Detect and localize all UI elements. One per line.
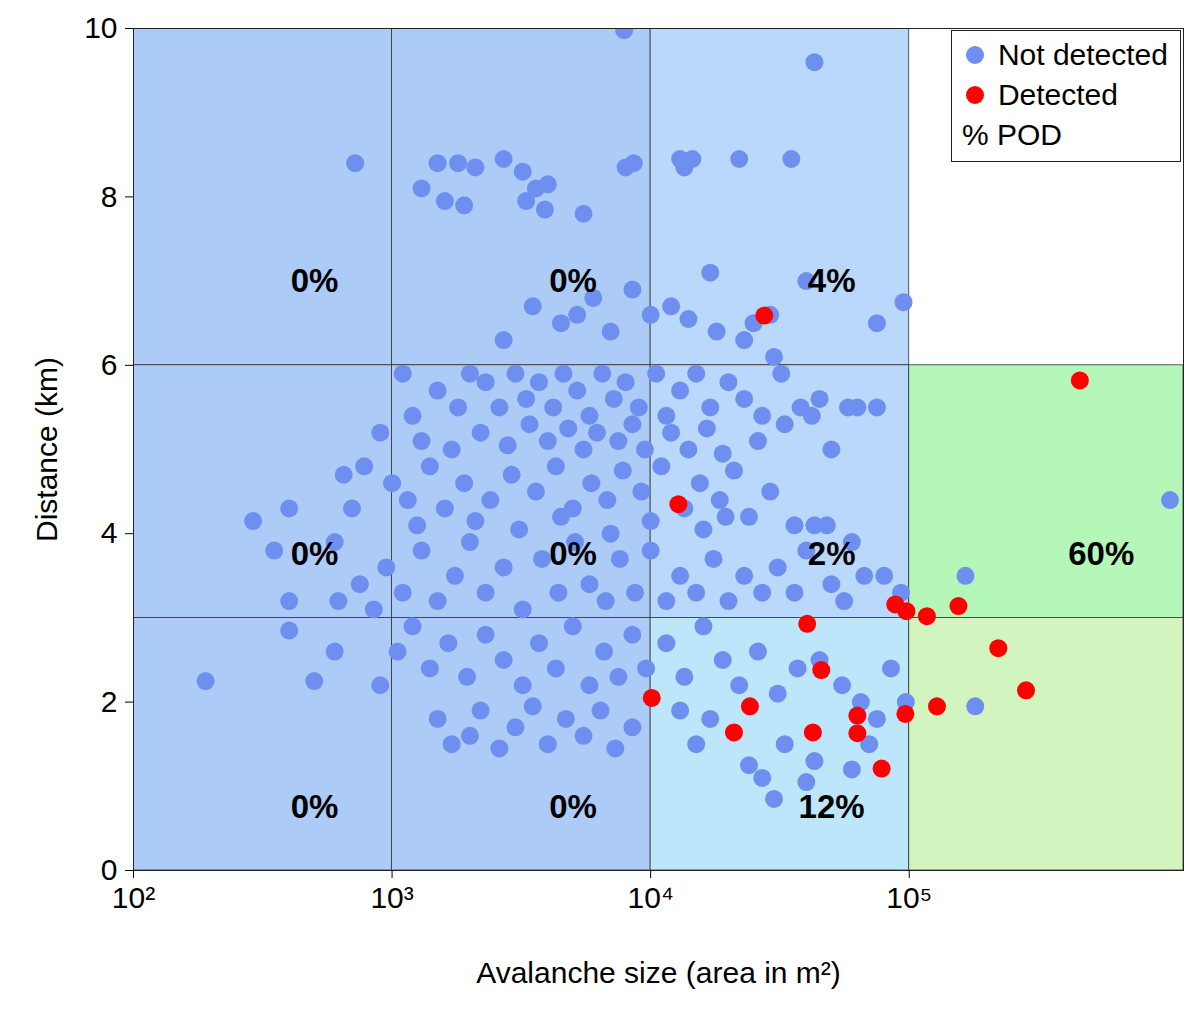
svg-text:Distance (km): Distance (km) <box>30 357 63 542</box>
svg-text:4%: 4% <box>808 262 856 299</box>
svg-text:8: 8 <box>101 180 118 213</box>
svg-text:0%: 0% <box>549 788 597 825</box>
svg-text:10³: 10³ <box>370 881 413 914</box>
svg-text:0%: 0% <box>549 535 597 572</box>
svg-text:0%: 0% <box>549 262 597 299</box>
svg-text:10⁵: 10⁵ <box>886 881 932 914</box>
svg-text:2%: 2% <box>808 535 856 572</box>
svg-text:0%: 0% <box>291 535 339 572</box>
svg-text:0%: 0% <box>291 262 339 299</box>
svg-text:60%: 60% <box>1068 535 1134 572</box>
svg-text:Avalanche size (area in m²): Avalanche size (area in m²) <box>476 956 841 989</box>
svg-text:4: 4 <box>101 516 118 549</box>
html-text:Not detected: Not detected <box>997 38 1168 71</box>
svg-text:2: 2 <box>101 685 118 718</box>
svg-text:6: 6 <box>101 348 118 381</box>
html-text:% POD: % POD <box>961 118 1062 151</box>
html-text:Detected: Detected <box>997 78 1118 111</box>
svg-text:0%: 0% <box>291 788 339 825</box>
svg-text:0: 0 <box>101 853 118 886</box>
svg-text:12%: 12% <box>799 788 865 825</box>
svg-text:10: 10 <box>84 11 117 44</box>
svg-text:10²: 10² <box>112 881 155 914</box>
svg-text:10⁴: 10⁴ <box>628 881 674 914</box>
